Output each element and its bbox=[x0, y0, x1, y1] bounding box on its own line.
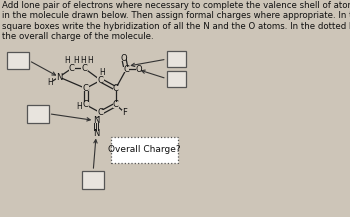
Text: H: H bbox=[47, 78, 53, 87]
Text: H: H bbox=[65, 56, 70, 65]
Bar bbox=[93, 131, 99, 136]
Text: C: C bbox=[83, 84, 89, 93]
Text: C: C bbox=[83, 100, 89, 109]
Bar bbox=[122, 110, 128, 115]
Bar bbox=[167, 51, 187, 67]
Text: H: H bbox=[88, 56, 93, 65]
Text: C: C bbox=[113, 100, 119, 109]
Text: N: N bbox=[56, 72, 62, 82]
Bar bbox=[136, 67, 141, 72]
Text: Overall Charge?: Overall Charge? bbox=[108, 145, 181, 154]
Text: C: C bbox=[98, 108, 104, 117]
Bar bbox=[83, 102, 89, 107]
Text: Add lone pair of electrons where necessary to complete the valence shell of atom: Add lone pair of electrons where necessa… bbox=[2, 1, 350, 41]
Bar bbox=[56, 74, 62, 80]
Text: H: H bbox=[80, 56, 86, 65]
Bar bbox=[98, 110, 104, 116]
Text: C: C bbox=[82, 64, 88, 73]
Bar bbox=[7, 52, 29, 69]
Bar bbox=[81, 66, 88, 71]
Text: H: H bbox=[73, 56, 79, 65]
Bar bbox=[111, 137, 178, 163]
Bar bbox=[121, 56, 126, 61]
Bar bbox=[112, 85, 119, 91]
Bar bbox=[93, 118, 99, 123]
Bar bbox=[48, 80, 52, 85]
Bar bbox=[98, 77, 104, 83]
Bar bbox=[82, 171, 104, 189]
Text: C: C bbox=[123, 65, 129, 74]
Text: O: O bbox=[135, 65, 142, 74]
Bar bbox=[112, 102, 119, 107]
Text: H: H bbox=[100, 68, 105, 77]
Text: C: C bbox=[98, 76, 104, 85]
Bar bbox=[83, 85, 89, 91]
Bar bbox=[27, 105, 49, 123]
Text: C: C bbox=[113, 84, 119, 93]
Bar bbox=[167, 71, 187, 87]
Text: N: N bbox=[93, 129, 99, 138]
Text: O: O bbox=[120, 54, 127, 63]
Bar bbox=[69, 66, 75, 71]
Text: N: N bbox=[93, 116, 99, 125]
Text: F: F bbox=[122, 108, 127, 117]
Bar bbox=[123, 67, 130, 72]
Text: H: H bbox=[76, 102, 82, 111]
Text: C: C bbox=[69, 64, 75, 73]
